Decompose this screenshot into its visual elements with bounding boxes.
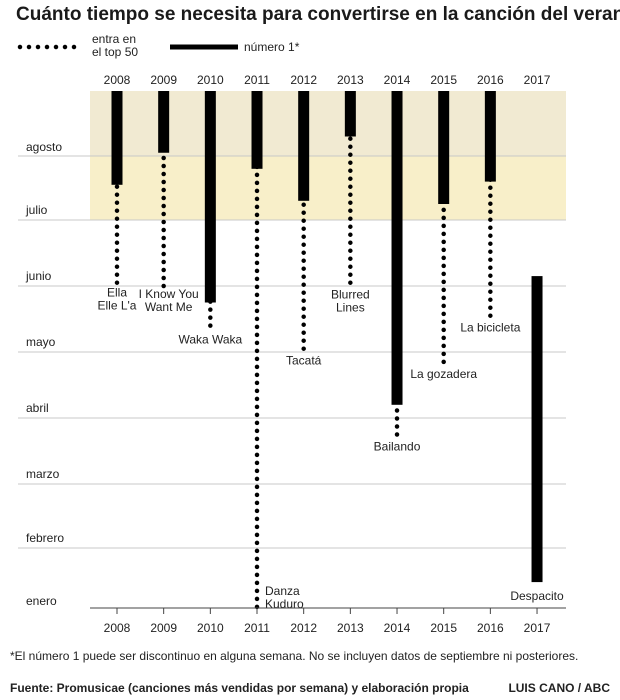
year-label-top-2009: 2009 <box>150 73 177 87</box>
year-label-bottom-2015: 2015 <box>430 621 457 635</box>
month-label-agosto: agosto <box>26 140 62 154</box>
number1-bar-despacito <box>531 276 543 583</box>
legend: entra en el top 50 número 1* <box>17 32 300 59</box>
number1-bar-i-know-you-want-me <box>158 91 170 153</box>
source: Fuente: Promusicae (canciones más vendid… <box>10 681 469 695</box>
year-label-bottom-2009: 2009 <box>150 621 177 635</box>
song-label-danza-kuduro: Danza <box>265 584 300 598</box>
year-label-bottom-2012: 2012 <box>290 621 317 635</box>
legend-solid-line-icon <box>170 44 238 50</box>
song-label-waka-waka: Waka Waka <box>178 333 242 347</box>
number1-bar-la-bicicleta <box>484 91 496 182</box>
number1-bar-bailando <box>391 91 403 405</box>
song-label-la-bicicleta: La bicicleta <box>460 321 520 335</box>
year-label-bottom-2016: 2016 <box>477 621 504 635</box>
month-label-mayo: mayo <box>26 335 56 349</box>
year-label-top-2012: 2012 <box>290 73 317 87</box>
year-label-bottom-2010: 2010 <box>197 621 224 635</box>
legend-dotted-label-line2: el top 50 <box>92 45 138 59</box>
year-labels-bottom: 2008 2009 2010 2011 2012 2013 2014 2015 2016 2017 <box>104 608 551 635</box>
legend-dotted-label-line1: entra en <box>92 32 136 46</box>
month-label-julio: julio <box>25 203 48 217</box>
number1-bar-waka-waka <box>204 91 216 303</box>
year-label-top-2011: 2011 <box>244 73 270 87</box>
year-labels-top: 2008 2009 2010 2011 2012 2013 2014 2015 2016 2017 <box>104 73 551 87</box>
song-label-blurred-lines: Blurred <box>331 288 370 302</box>
year-label-top-2008: 2008 <box>104 73 131 87</box>
year-label-bottom-2011: 2011 <box>244 621 270 635</box>
month-labels: enero febrero marzo abril mayo junio julio agos… <box>25 140 64 608</box>
year-label-bottom-2014: 2014 <box>384 621 411 635</box>
footnote: *El número 1 puede ser discontinuo en al… <box>10 649 578 663</box>
credit: LUIS CANO / ABC <box>508 681 610 695</box>
year-label-bottom-2017: 2017 <box>524 621 551 635</box>
month-label-marzo: marzo <box>26 467 60 481</box>
song-label-danza-kuduro: Kuduro <box>265 597 304 611</box>
year-label-top-2013: 2013 <box>337 73 364 87</box>
chart-title: Cuánto tiempo se necesita para convertir… <box>16 4 620 25</box>
number1-bar-blurred-lines <box>344 91 356 137</box>
year-label-top-2016: 2016 <box>477 73 504 87</box>
song-label-tacata: Tacatá <box>286 354 322 368</box>
song-marks <box>111 91 543 610</box>
legend-solid-label: número 1* <box>244 40 300 54</box>
song-label-bailando: Bailando <box>374 440 421 454</box>
month-label-junio: junio <box>25 269 52 283</box>
song-label-blurred-lines: Lines <box>336 301 365 315</box>
year-label-top-2014: 2014 <box>384 73 411 87</box>
song-label-la-gozadera: La gozadera <box>410 367 477 381</box>
song-label-i-know-you-want-me: I Know You <box>139 287 199 301</box>
number1-bar-tacata <box>298 91 310 201</box>
year-label-bottom-2013: 2013 <box>337 621 364 635</box>
month-label-febrero: febrero <box>26 531 64 545</box>
number1-bar-danza-kuduro <box>251 91 263 169</box>
year-label-top-2017: 2017 <box>524 73 551 87</box>
song-label-despacito: Despacito <box>510 589 564 603</box>
gridlines <box>18 155 566 549</box>
number1-bar-ella-elle-l-a <box>111 91 123 185</box>
month-label-abril: abril <box>26 401 49 415</box>
year-label-bottom-2008: 2008 <box>104 621 131 635</box>
song-label-i-know-you-want-me: Want Me <box>145 300 193 314</box>
year-label-top-2015: 2015 <box>430 73 457 87</box>
month-label-enero: enero <box>26 594 57 608</box>
number1-bar-la-gozadera <box>438 91 450 204</box>
year-label-top-2010: 2010 <box>197 73 224 87</box>
song-label-ella-elle-l-a: Elle L'a <box>98 299 137 313</box>
song-label-ella-elle-l-a: Ella <box>107 286 127 300</box>
